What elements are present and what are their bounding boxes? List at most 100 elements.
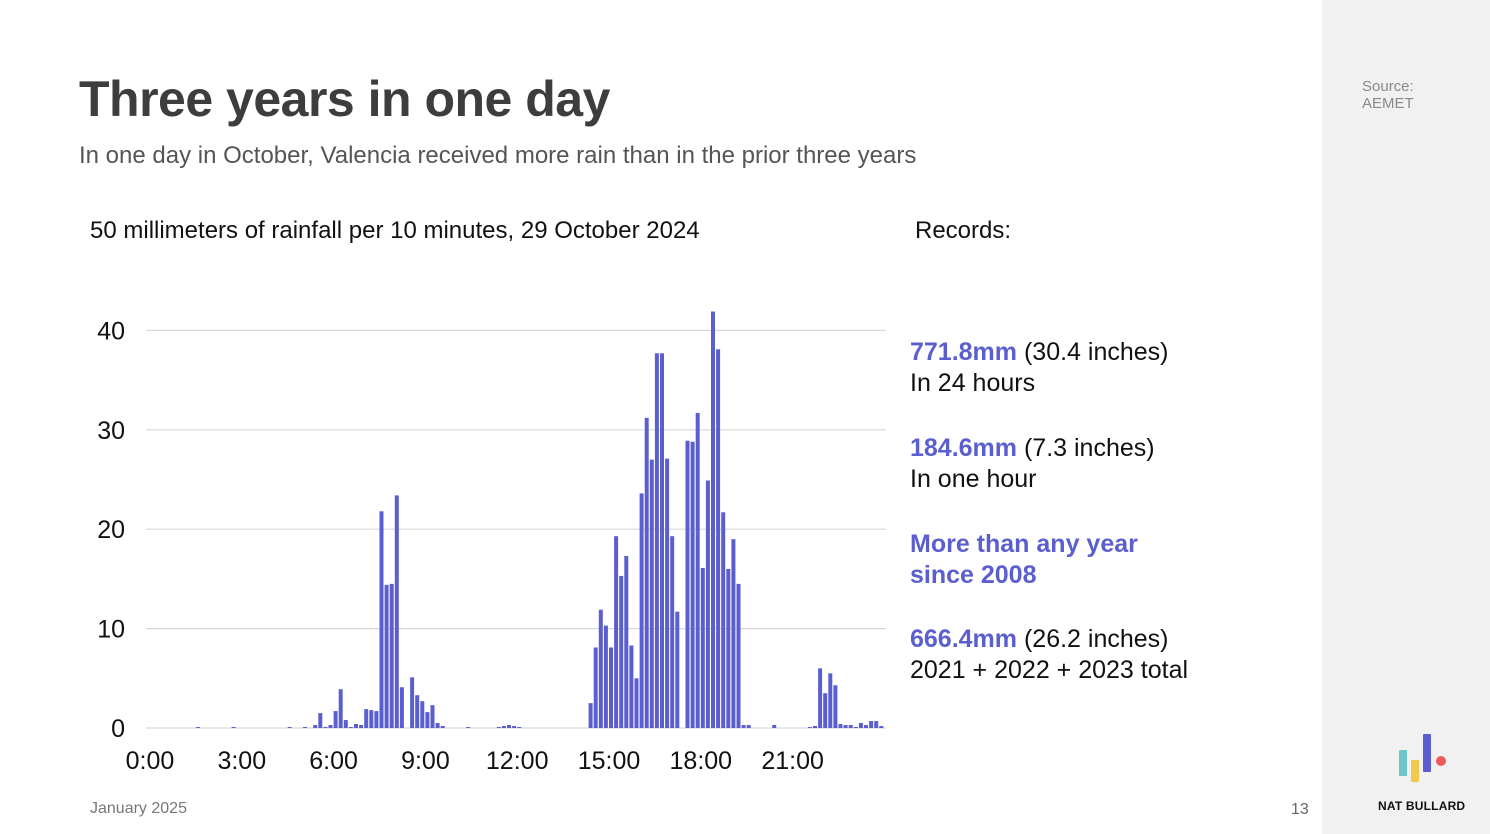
y-tick-label: 40 <box>97 317 125 345</box>
rain-bar <box>675 611 680 728</box>
record-since-2008-line2: since 2008 <box>910 561 1037 589</box>
rain-bar <box>644 417 649 728</box>
rain-bar <box>649 459 654 728</box>
record-three-years-detail: (26.2 inches) <box>1017 625 1169 653</box>
page-title: Three years in one day <box>79 71 610 127</box>
rain-bar <box>833 685 838 728</box>
x-tick-label: 3:00 <box>217 747 266 775</box>
rain-bar <box>593 647 598 728</box>
rain-bar <box>609 647 613 728</box>
rain-bar <box>343 720 348 728</box>
rain-bar <box>660 353 664 728</box>
rain-bar <box>359 725 364 728</box>
rain-bar <box>333 711 338 728</box>
rain-bar <box>639 493 644 728</box>
rain-bar <box>323 727 328 728</box>
rain-bar <box>731 539 736 728</box>
rain-bar <box>695 412 700 728</box>
source-note: Source: AEMET <box>1362 78 1414 112</box>
rain-bar <box>420 701 425 728</box>
source-name: AEMET <box>1362 95 1414 112</box>
rain-bar <box>379 511 384 728</box>
rain-bar <box>705 480 710 728</box>
record-24h: 771.8mm (30.4 inches) In 24 hours <box>910 337 1169 399</box>
rain-bar <box>726 568 731 728</box>
rain-bar <box>721 512 726 728</box>
rain-bar <box>711 311 715 728</box>
record-24h-caption: In 24 hours <box>910 369 1036 397</box>
record-24h-detail: (30.4 inches) <box>1017 338 1169 366</box>
record-1h-detail: (7.3 inches) <box>1017 434 1155 462</box>
rain-bar <box>384 584 389 728</box>
rain-bar <box>843 725 848 728</box>
rain-bar <box>848 725 853 728</box>
rain-bar <box>828 673 833 728</box>
y-tick-label: 20 <box>97 516 125 544</box>
rain-bar <box>389 583 394 728</box>
rain-bar <box>823 693 828 728</box>
brand-logo-icon <box>1399 734 1446 782</box>
rain-bar <box>818 668 823 728</box>
rain-bar <box>634 678 639 728</box>
x-tick-label: 0:00 <box>126 747 175 775</box>
side-panel <box>1322 0 1490 834</box>
rain-bar <box>507 725 511 728</box>
logo-teal-bar <box>1399 750 1407 776</box>
record-1h: 184.6mm (7.3 inches) In one hour <box>910 433 1155 495</box>
rain-bar <box>746 725 751 728</box>
rain-bar <box>425 712 430 728</box>
rain-bar <box>700 567 705 728</box>
rain-bar <box>517 727 522 728</box>
rain-bar <box>303 727 307 728</box>
rain-bar <box>374 711 379 728</box>
y-tick-label: 10 <box>97 616 125 644</box>
rain-bar <box>313 725 318 728</box>
rain-bar <box>741 725 746 728</box>
y-tick-label: 30 <box>97 417 125 445</box>
rain-bar <box>619 575 624 728</box>
rain-bar <box>415 695 420 728</box>
rain-bar <box>410 677 415 728</box>
rain-bar <box>440 726 445 728</box>
record-three-years-caption: 2021 + 2022 + 2023 total <box>910 656 1189 684</box>
rain-bar <box>369 710 374 728</box>
records-heading: Records: <box>915 217 1012 244</box>
rain-bar <box>603 625 608 728</box>
rain-bar <box>736 583 741 728</box>
rain-bar <box>430 705 435 728</box>
rain-bar <box>838 724 843 728</box>
rain-bar <box>328 725 333 728</box>
x-tick-label: 18:00 <box>670 747 733 775</box>
rain-bar <box>858 723 863 728</box>
chart-title: 50 millimeters of rainfall per 10 minute… <box>90 217 700 244</box>
source-label: Source: <box>1362 78 1414 95</box>
rain-bar <box>231 727 236 728</box>
rain-bar <box>629 645 634 728</box>
rain-bar <box>864 725 868 728</box>
rain-bar <box>195 727 200 728</box>
logo-red-dot <box>1436 756 1446 766</box>
rain-bar <box>435 723 440 728</box>
rain-bar <box>466 727 471 728</box>
rain-bar <box>853 727 858 728</box>
x-tick-label: 12:00 <box>486 747 549 775</box>
rain-bar <box>807 727 812 728</box>
rain-bar <box>614 536 619 728</box>
rain-bar <box>287 727 292 728</box>
rain-bar <box>879 726 884 728</box>
rain-bar <box>338 689 343 728</box>
rain-bar <box>598 609 603 728</box>
rain-bar <box>772 725 777 728</box>
rain-bar <box>665 458 670 728</box>
rain-bar <box>874 721 879 728</box>
rain-bar <box>869 721 874 728</box>
rain-bar <box>588 703 593 728</box>
page-number: 13 <box>1291 801 1309 818</box>
rain-bar <box>624 556 629 728</box>
rain-bar <box>690 441 695 728</box>
rain-bar <box>654 353 659 728</box>
footer-date: January 2025 <box>90 800 187 817</box>
rain-bar <box>364 709 369 728</box>
logo-purple-bar <box>1423 734 1431 772</box>
logo-yellow-bar <box>1411 760 1419 782</box>
